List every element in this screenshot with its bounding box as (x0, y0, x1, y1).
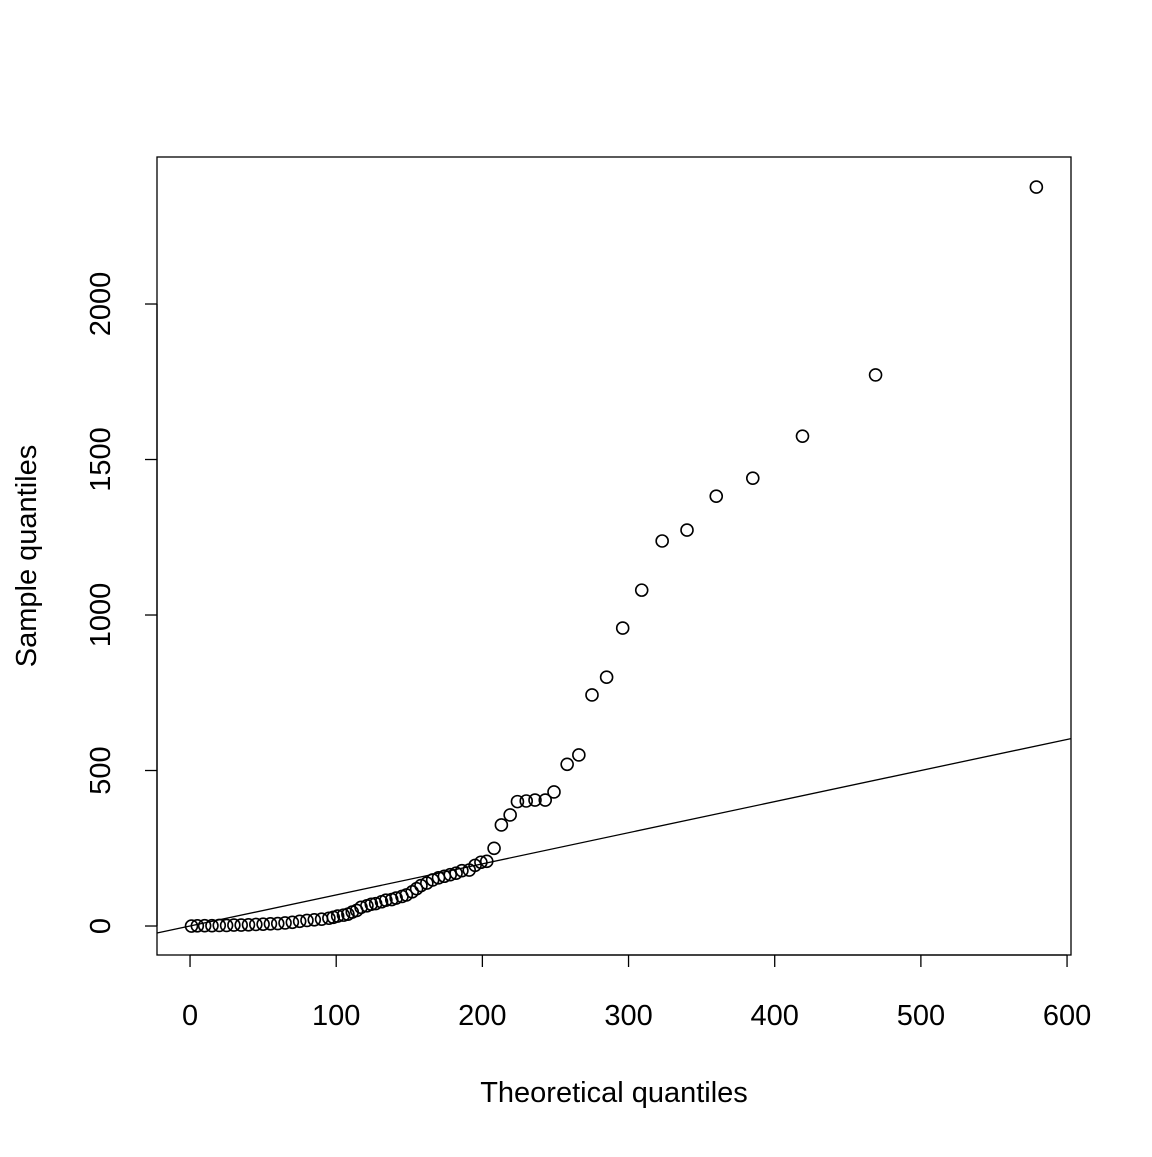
point (547, 785, 561, 799)
point (300, 913, 314, 928)
point (249, 917, 263, 932)
x-tick-label: 500 (897, 1000, 945, 1032)
point (330, 909, 345, 923)
point (263, 917, 278, 931)
y-tick-label: 1000 (85, 583, 117, 648)
point (528, 793, 542, 807)
point (219, 918, 234, 933)
point (494, 818, 509, 832)
point (212, 918, 227, 933)
point (449, 866, 463, 880)
point (474, 855, 488, 870)
point (745, 471, 760, 485)
point (560, 757, 574, 772)
point (519, 794, 534, 808)
point (241, 917, 256, 932)
point (709, 489, 724, 504)
point (538, 793, 553, 807)
point (510, 794, 525, 809)
point (414, 878, 428, 893)
point (278, 916, 292, 930)
point (479, 854, 494, 869)
point (585, 688, 599, 702)
point (227, 918, 241, 932)
x-tick-label: 300 (604, 1000, 652, 1032)
point (205, 918, 219, 933)
x-tick-label: 200 (458, 1000, 506, 1032)
point (234, 918, 248, 932)
point (634, 583, 649, 597)
point (455, 863, 469, 878)
point (197, 918, 212, 933)
point (190, 919, 205, 933)
y-tick-label: 500 (85, 746, 117, 794)
x-tick-label: 600 (1043, 1000, 1091, 1032)
point (184, 919, 199, 933)
point (795, 429, 810, 443)
point (443, 867, 458, 882)
point (599, 670, 614, 685)
point (572, 748, 586, 762)
point (425, 873, 440, 887)
point (364, 897, 379, 912)
point (307, 912, 322, 927)
point (256, 917, 270, 931)
point (680, 523, 694, 537)
x-tick-label: 400 (751, 1000, 799, 1032)
y-tick-label: 0 (85, 918, 117, 934)
point (503, 808, 517, 822)
y-tick-label: 2000 (85, 272, 117, 337)
y-tick-label: 1500 (85, 427, 117, 492)
point (270, 916, 285, 931)
y-axis-label: Sample quantiles (11, 445, 43, 667)
point (285, 915, 300, 930)
point (1029, 180, 1044, 194)
x-axis-label: Theoretical quantiles (480, 1077, 748, 1109)
point (868, 368, 883, 382)
x-tick-label: 100 (312, 1000, 360, 1032)
point (615, 621, 630, 635)
point (379, 893, 393, 908)
point (292, 914, 307, 929)
point (655, 534, 669, 548)
reference-line (156, 737, 1072, 934)
x-tick-label: 0 (182, 1000, 198, 1032)
point (487, 841, 501, 856)
